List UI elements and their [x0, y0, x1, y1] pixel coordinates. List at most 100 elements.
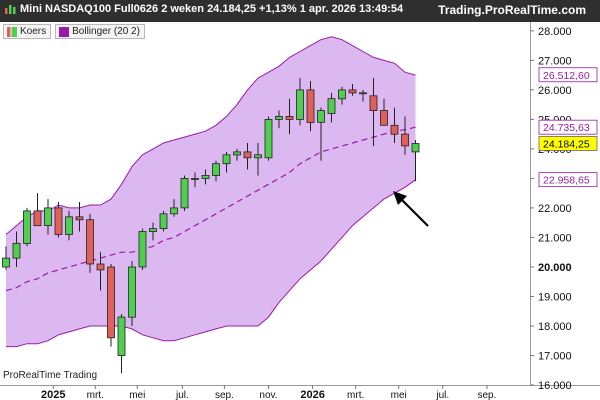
- candle-body: [96, 263, 105, 271]
- candle-body: [33, 210, 42, 227]
- bollinger-middle-polyline: [5, 126, 416, 292]
- candle: [222, 151, 231, 173]
- candle: [149, 222, 157, 241]
- candle-body: [254, 154, 262, 159]
- x-tick-label: sep.: [477, 390, 496, 400]
- y-tick-label: 21.000: [538, 232, 572, 244]
- band-value-tag-bg: [538, 172, 598, 188]
- candle: [401, 116, 409, 155]
- x-tick-label: mei: [391, 390, 407, 400]
- candles-icon: [7, 26, 17, 37]
- legend-item-bollinger[interactable]: Bollinger (20 2): [55, 24, 145, 39]
- square-icon: [59, 26, 70, 37]
- x-tick-label: jul.: [175, 390, 189, 400]
- band-value-tag-text: 22.958,65: [543, 175, 590, 187]
- candle: [44, 199, 52, 235]
- candle: [117, 314, 126, 374]
- candle: [201, 169, 210, 185]
- candle: [33, 193, 42, 227]
- legend-item-koers[interactable]: Koers: [3, 24, 52, 39]
- candle: [306, 81, 315, 132]
- y-tick-label: 22.000: [538, 203, 572, 215]
- candle: [317, 107, 325, 161]
- y-tick-label: 19.000: [538, 291, 572, 303]
- last-price-tag-text: 24.184,25: [543, 138, 590, 150]
- header-title: Mini NASDAQ100 Full0626 2 weken 24.184,2…: [20, 3, 404, 15]
- x-tick-label: sep.: [215, 390, 234, 400]
- candle: [327, 92, 336, 123]
- candle-body: [75, 216, 84, 221]
- candle: [96, 252, 105, 291]
- candle-body: [243, 151, 252, 159]
- candle: [170, 199, 178, 217]
- candle: [128, 261, 136, 326]
- indicator-legend: Koers Bollinger (20 2): [3, 24, 145, 39]
- candles: [2, 78, 420, 374]
- candle-body: [317, 110, 325, 123]
- candle-body: [348, 89, 357, 94]
- chart-header: Mini NASDAQ100 Full0626 2 weken 24.184,2…: [0, 0, 600, 22]
- candle: [275, 110, 283, 129]
- arrow-annotation: [393, 191, 429, 227]
- candle-body: [338, 89, 346, 100]
- candle-body: [128, 266, 136, 318]
- candle: [390, 107, 399, 143]
- site-name[interactable]: Trading.ProRealTime.com: [438, 3, 586, 17]
- band-value-tag: 26.512,60: [538, 67, 598, 83]
- candle-body: [107, 266, 115, 339]
- candle: [233, 148, 241, 161]
- legend-label-bollinger: Bollinger (20 2): [72, 26, 140, 37]
- candle: [2, 246, 10, 270]
- candle-body: [380, 110, 388, 126]
- candle-body: [201, 175, 210, 179]
- candle: [359, 89, 367, 102]
- candle: [138, 228, 147, 270]
- candle-body: [233, 151, 241, 156]
- candle: [243, 143, 252, 170]
- band-value-tag-bg: [538, 119, 598, 135]
- candle-body: [44, 207, 52, 226]
- bollinger-upper-line: [5, 36, 416, 235]
- candle: [338, 86, 346, 105]
- candle-body: [411, 143, 420, 153]
- x-tick-label: mrt.: [347, 390, 364, 400]
- candle-body: [23, 210, 31, 244]
- candle-body: [390, 124, 399, 135]
- y-tick-label: 20.000: [538, 262, 572, 274]
- candle: [264, 116, 273, 161]
- bollinger-middle-line: [5, 126, 416, 292]
- candle-body: [359, 92, 367, 95]
- candle-body: [369, 95, 378, 112]
- band-value-tag: 24.735,63: [538, 119, 598, 135]
- candle: [107, 264, 115, 347]
- candle-body: [306, 89, 315, 123]
- candle-body: [222, 154, 231, 165]
- candle: [348, 83, 357, 96]
- x-tick-label: jul.: [435, 390, 449, 400]
- last-price-tag: 24.184,25: [538, 136, 598, 151]
- x-tick-label: mrt.: [87, 390, 104, 400]
- band-value-tag: 22.958,65: [538, 172, 598, 188]
- candle: [75, 202, 84, 232]
- candle-body: [65, 216, 73, 235]
- x-tick-label: mei: [129, 390, 145, 400]
- candle-body: [159, 213, 168, 230]
- y-tick-label: 16.000: [538, 380, 572, 392]
- candle-body: [401, 133, 409, 147]
- x-tick-label: nov.: [259, 390, 277, 400]
- candle-body: [2, 257, 10, 268]
- y-tick-label: 26.000: [538, 85, 572, 97]
- candle-body: [86, 219, 94, 265]
- candle: [65, 210, 73, 241]
- watermark: ProRealTime Trading: [3, 370, 98, 381]
- candle: [369, 78, 378, 146]
- chart-bars-icon[interactable]: [4, 3, 16, 15]
- candle: [159, 210, 168, 232]
- band-value-tag-text: 24.735,63: [543, 122, 590, 134]
- y-tick-label: 17.000: [538, 350, 572, 362]
- legend-label-koers: Koers: [20, 26, 47, 37]
- candle-body: [149, 228, 157, 233]
- y-tick-label: 27.000: [538, 55, 572, 67]
- bollinger-lower-line: [6, 179, 416, 348]
